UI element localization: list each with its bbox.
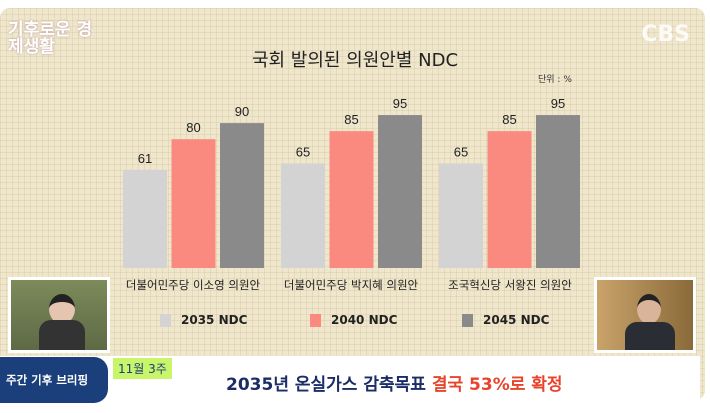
legend-label: 2045 NDC bbox=[483, 313, 550, 327]
legend-swatch bbox=[310, 313, 321, 327]
bar bbox=[220, 123, 264, 268]
headline: 2035년 온실가스 감축목표 결국 53%로 확정 bbox=[226, 370, 563, 395]
headline-highlight: 결국 53%로 확정 bbox=[431, 375, 563, 395]
legend-swatch bbox=[462, 313, 473, 327]
category-label: 더불어민주당 박지혜 의원안 bbox=[283, 278, 419, 292]
legend-label: 2040 NDC bbox=[331, 313, 398, 327]
data-label: 65 bbox=[454, 144, 468, 159]
legend-item: 2045 NDC bbox=[462, 313, 549, 327]
data-label: 95 bbox=[551, 96, 565, 111]
bar bbox=[439, 163, 483, 268]
bar bbox=[536, 115, 580, 268]
bar bbox=[329, 131, 374, 268]
bar bbox=[281, 163, 325, 268]
guest-video-right bbox=[594, 277, 696, 353]
data-label: 80 bbox=[186, 120, 200, 135]
legend-item: 2040 NDC bbox=[310, 313, 397, 327]
category-label: 더불어민주당 이소영 의원안 bbox=[125, 278, 261, 292]
legend-label: 2035 NDC bbox=[181, 313, 248, 327]
data-label: 90 bbox=[235, 104, 249, 119]
data-label: 95 bbox=[393, 96, 407, 111]
unit-label: 단위 : % bbox=[538, 75, 572, 85]
bar bbox=[487, 131, 532, 268]
headline-text: 2035년 온실가스 감축목표 bbox=[226, 375, 432, 395]
data-label: 85 bbox=[502, 112, 516, 127]
week-badge: 11월 3주 bbox=[113, 358, 172, 379]
bar bbox=[123, 169, 167, 268]
bar bbox=[378, 115, 422, 268]
show-logo: 기후로운 경제생활 bbox=[8, 20, 93, 57]
legend-swatch bbox=[160, 313, 171, 327]
segment-label: 주간 기후 브리핑 bbox=[0, 357, 108, 403]
data-label: 61 bbox=[138, 151, 152, 166]
category-label: 조국혁신당 서왕진 의원안 bbox=[448, 278, 572, 292]
legend-item: 2035 NDC bbox=[160, 313, 247, 327]
data-label: 65 bbox=[296, 144, 310, 159]
bar bbox=[171, 139, 216, 268]
host-video-left bbox=[8, 277, 110, 353]
channel-logo: CBS bbox=[641, 22, 690, 47]
data-label: 85 bbox=[344, 112, 358, 127]
chart-title: 국회 발의된 의원안별 NDC bbox=[251, 50, 459, 71]
